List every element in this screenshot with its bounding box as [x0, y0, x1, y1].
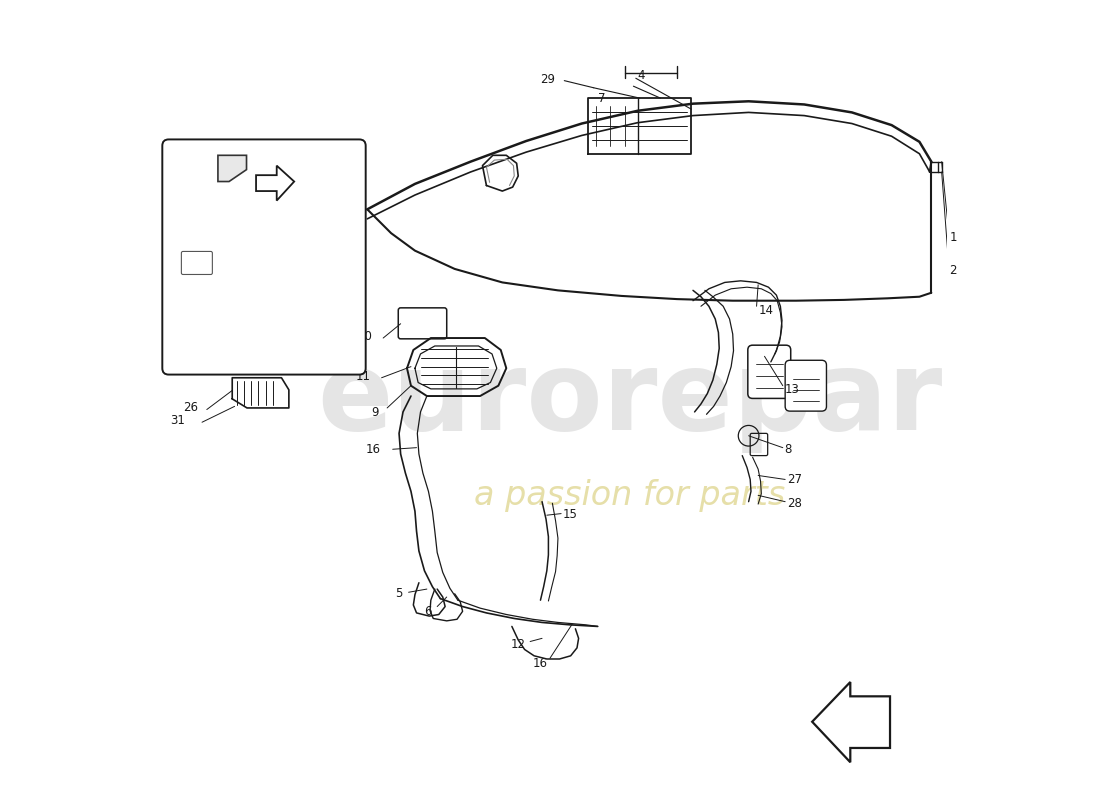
Text: 13: 13 [784, 383, 800, 396]
FancyBboxPatch shape [163, 139, 365, 374]
Polygon shape [218, 155, 246, 182]
Text: 26: 26 [183, 402, 198, 414]
Text: 27: 27 [786, 473, 802, 486]
Text: 1: 1 [949, 230, 957, 244]
Text: a passion for parts: a passion for parts [474, 479, 785, 512]
Text: 3: 3 [278, 281, 286, 294]
Text: 16: 16 [365, 442, 381, 456]
Text: 6: 6 [425, 605, 432, 618]
Polygon shape [256, 166, 294, 201]
Text: 4: 4 [637, 70, 645, 82]
Text: 5: 5 [395, 587, 403, 600]
FancyBboxPatch shape [748, 345, 791, 398]
Text: 28: 28 [786, 497, 802, 510]
Text: 16: 16 [532, 658, 548, 670]
Text: 7: 7 [597, 92, 605, 105]
Text: eurorepar: eurorepar [317, 346, 942, 454]
Text: 12: 12 [510, 638, 526, 651]
FancyBboxPatch shape [785, 360, 826, 411]
Text: 10: 10 [358, 330, 373, 343]
Text: 14: 14 [759, 304, 774, 317]
Text: 9: 9 [372, 406, 378, 419]
Polygon shape [812, 682, 890, 762]
Text: 2: 2 [949, 264, 957, 277]
Text: 15: 15 [563, 508, 578, 521]
Text: 11: 11 [355, 370, 371, 382]
Text: 31: 31 [170, 414, 185, 427]
Text: 8: 8 [784, 442, 792, 456]
Text: 29: 29 [540, 73, 556, 86]
